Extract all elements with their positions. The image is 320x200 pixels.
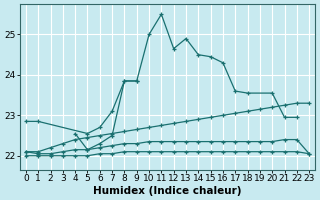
X-axis label: Humidex (Indice chaleur): Humidex (Indice chaleur) <box>93 186 242 196</box>
